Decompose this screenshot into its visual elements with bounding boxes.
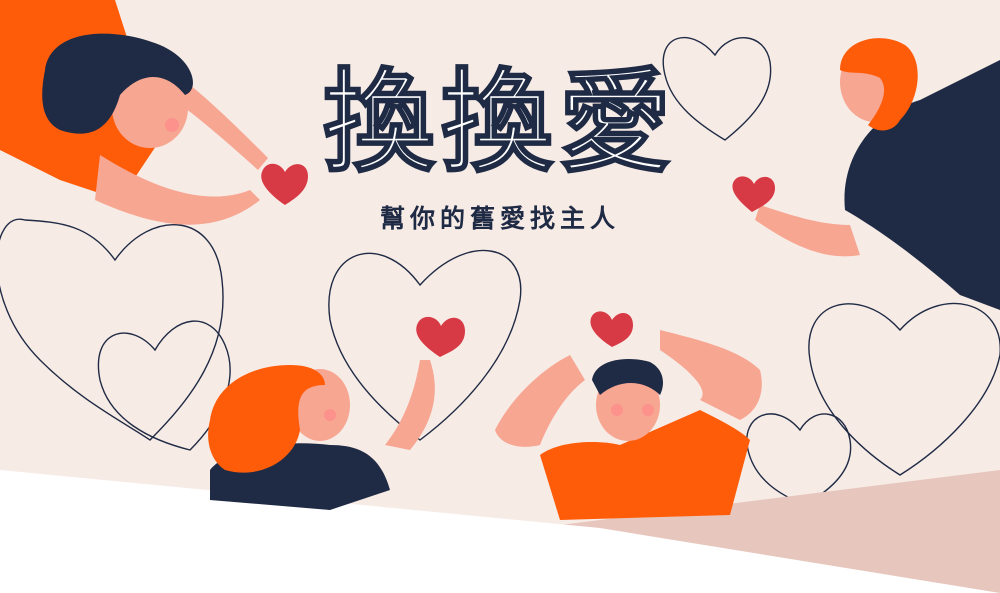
banner-subtitle: 幫你的舊愛找主人 (379, 204, 620, 233)
heart-icon (416, 316, 465, 357)
bearded-man-figure (755, 38, 1000, 310)
outline-heart-icon (97, 320, 231, 451)
banner-title: 換換愛 (322, 57, 677, 189)
heart-icon (732, 176, 775, 212)
outline-heart-icon (328, 249, 522, 441)
outline-heart-icon (808, 302, 1000, 476)
man-arms-raised-figure (495, 330, 762, 520)
woman-dark-hair-figure (0, 0, 268, 225)
heart-icon (261, 163, 308, 205)
outline-heart-icon (662, 36, 772, 141)
outline-heart-icon (0, 218, 224, 441)
red-haired-woman-figure (208, 360, 435, 510)
heart-icon (590, 311, 633, 347)
